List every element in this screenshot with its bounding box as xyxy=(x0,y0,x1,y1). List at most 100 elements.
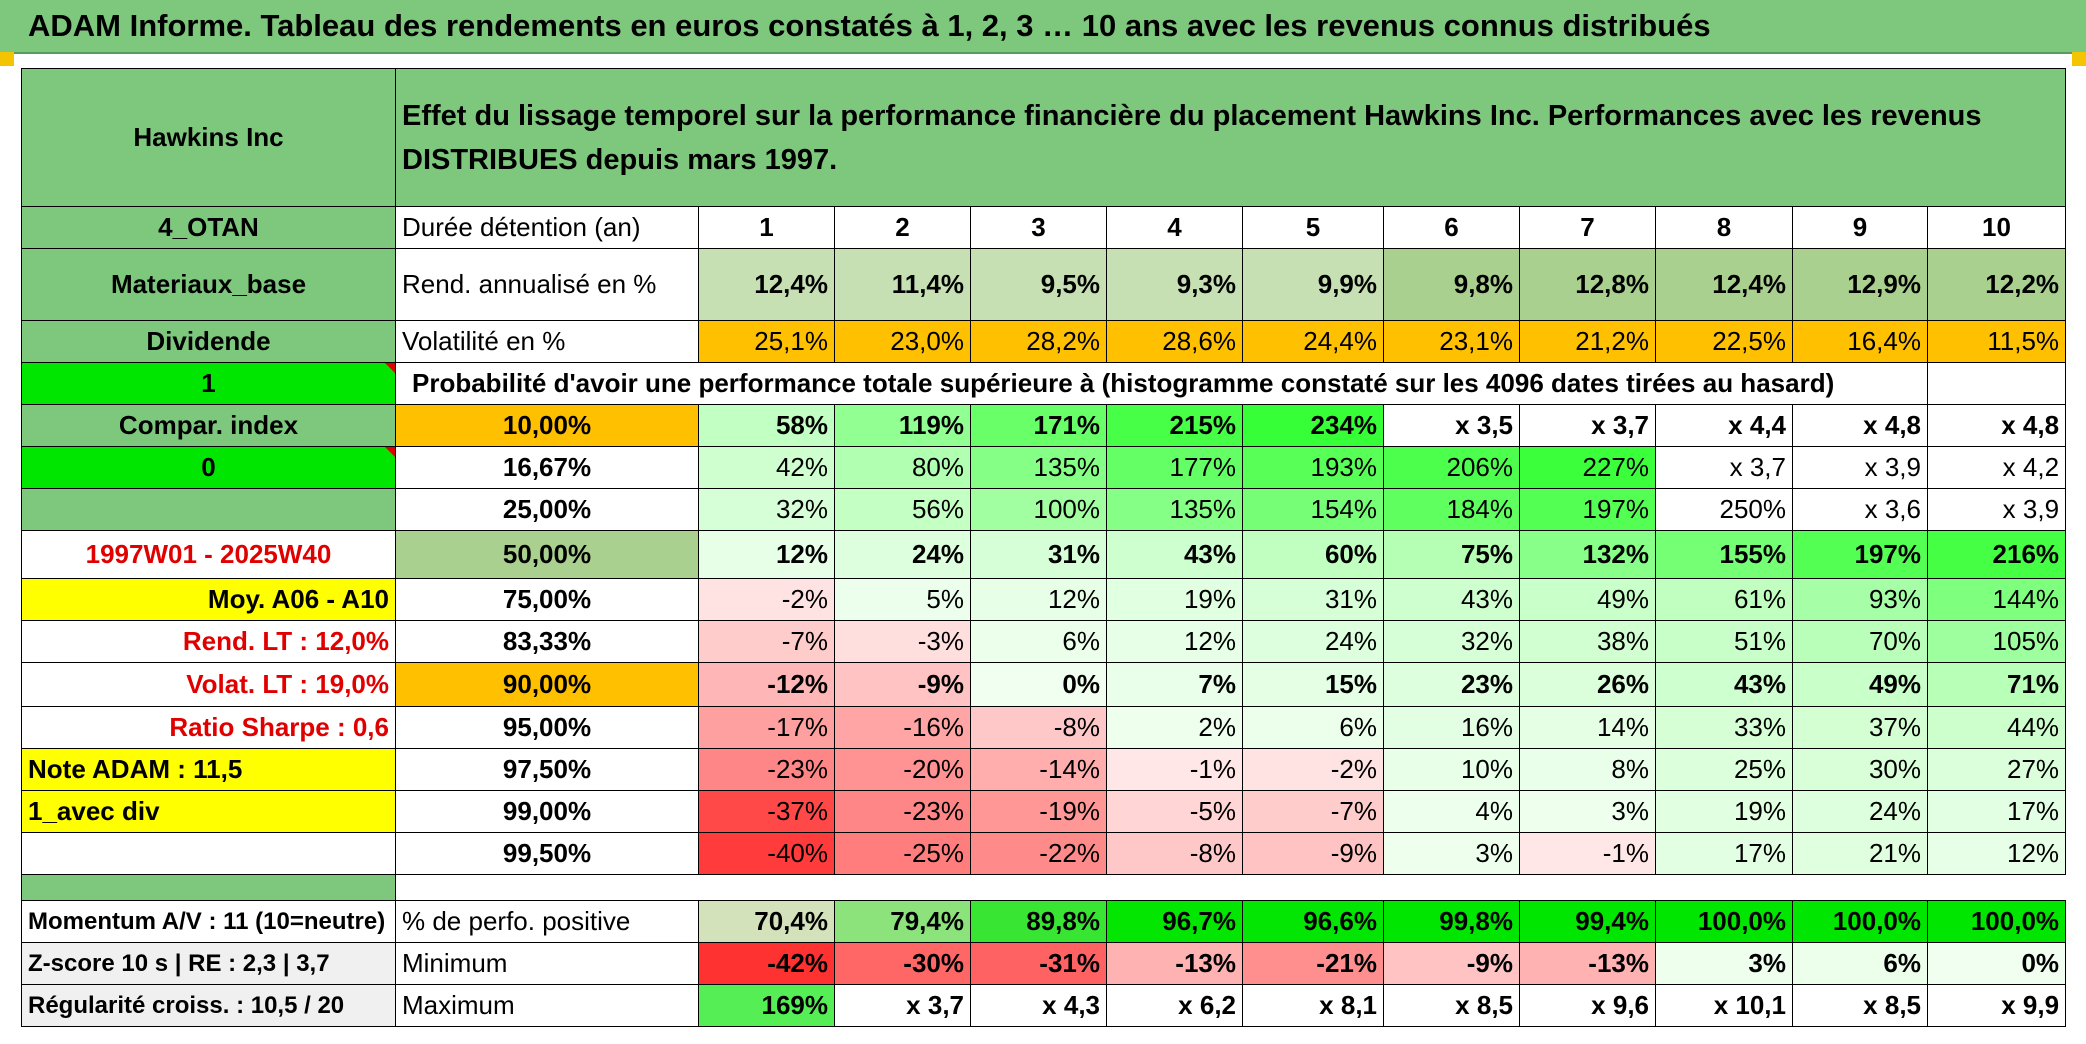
report-title: ADAM Informe. Tableau des rendements en … xyxy=(28,8,1711,43)
minimum-value: -9% xyxy=(1383,942,1520,985)
heatmap-cell: -25% xyxy=(834,832,971,875)
heatmap-cell: 16% xyxy=(1383,706,1520,749)
positive-value: 100,0% xyxy=(1926,900,2067,943)
minimum-row: Z-score 10 s | RE : 2,3 | 3,7 Minimum -42%… xyxy=(21,942,2067,985)
positive-value: 89,8% xyxy=(970,900,1107,943)
rend-value: 12,4% xyxy=(698,248,835,321)
heatmap-cell: 6% xyxy=(1242,706,1384,749)
heatmap-cell: -8% xyxy=(1106,832,1243,875)
percentile-value: 75,00% xyxy=(395,578,699,621)
maximum-label: Maximum xyxy=(395,984,699,1027)
proba-label: Probabilité d'avoir une performance tota… xyxy=(395,362,1928,405)
heatmap-cell: 93% xyxy=(1792,578,1928,621)
minimum-label: Minimum xyxy=(395,942,699,985)
percentile-row: 1_avec div 99,00% -37% -23% -19% -5% -7% 4% 3% 19… xyxy=(21,790,2067,833)
maximum-value: x 6,2 xyxy=(1106,984,1243,1027)
heatmap-cell: 32% xyxy=(698,488,835,531)
percentile-row: 99,50% -40% -25% -22% -8% -9% 3% -1% 17% 21% 12% xyxy=(21,832,2067,875)
minimum-value: 0% xyxy=(1926,942,2067,985)
heatmap-cell: 171% xyxy=(970,404,1107,447)
heatmap-cell: 155% xyxy=(1655,530,1793,579)
volat-lt-label: Volat. LT : 19,0% xyxy=(21,662,396,707)
heatmap-cell: 7% xyxy=(1106,662,1243,707)
heatmap-cell: 24% xyxy=(1792,790,1928,833)
minimum-value: -13% xyxy=(1106,942,1243,985)
dividend-label: Dividende xyxy=(21,320,396,363)
rend-value: 12,8% xyxy=(1519,248,1656,321)
rend-label: Rend. annualisé en % xyxy=(395,248,699,321)
volat-value: 23,1% xyxy=(1383,320,1520,363)
year-header: 8 xyxy=(1655,206,1793,249)
empty-label xyxy=(21,832,396,875)
minimum-value: 3% xyxy=(1655,942,1793,985)
heatmap-cell: 216% xyxy=(1926,530,2067,579)
spacer-cell xyxy=(395,874,2066,901)
spacer-row xyxy=(21,874,2066,901)
heatmap-cell: 6% xyxy=(970,620,1107,663)
positive-value: 96,6% xyxy=(1242,900,1384,943)
heatmap-cell: 75% xyxy=(1383,530,1520,579)
heatmap-cell: 14% xyxy=(1519,706,1656,749)
heatmap-cell: 17% xyxy=(1655,832,1793,875)
heatmap-cell: x 3,9 xyxy=(1792,446,1928,489)
rend-value: 9,8% xyxy=(1383,248,1520,321)
heatmap-cell: 25% xyxy=(1655,748,1793,791)
heatmap-cell: -7% xyxy=(698,620,835,663)
heatmap-cell: -37% xyxy=(698,790,835,833)
positive-value: 100,0% xyxy=(1655,900,1793,943)
volat-value: 25,1% xyxy=(698,320,835,363)
volat-value: 23,0% xyxy=(834,320,971,363)
percentile-value: 99,50% xyxy=(395,832,699,875)
heatmap-cell: 32% xyxy=(1383,620,1520,663)
rend-value: 12,4% xyxy=(1655,248,1793,321)
period-label: 1997W01 - 2025W40 xyxy=(21,530,396,579)
heatmap-cell: -5% xyxy=(1106,790,1243,833)
percentile-row: 0 16,67% 42% 80% 135% 177% 193% 206% 227% x 3,7 x … xyxy=(21,446,2067,489)
returns-table: Hawkins Inc Effet du lissage temporel su… xyxy=(21,68,2067,1027)
heatmap-cell: -19% xyxy=(970,790,1107,833)
minimum-value: -31% xyxy=(970,942,1107,985)
heatmap-cell: 119% xyxy=(834,404,971,447)
heatmap-cell: 105% xyxy=(1926,620,2067,663)
header-row: Hawkins Inc Effet du lissage temporel su… xyxy=(21,68,2067,207)
regularite-label: Régularité croiss. : 10,5 / 20 xyxy=(21,984,396,1027)
positive-value: 70,4% xyxy=(698,900,835,943)
heatmap-cell: 56% xyxy=(834,488,971,531)
moy-label: Moy. A06 - A10 xyxy=(21,578,396,621)
heatmap-cell: x 3,7 xyxy=(1519,404,1656,447)
heatmap-cell: 51% xyxy=(1655,620,1793,663)
heatmap-cell: 100% xyxy=(970,488,1107,531)
percentile-value: 95,00% xyxy=(395,706,699,749)
heatmap-cell: 8% xyxy=(1519,748,1656,791)
empty-label xyxy=(21,488,396,531)
volat-value: 11,5% xyxy=(1926,320,2067,363)
heatmap-cell: 0% xyxy=(970,662,1107,707)
minimum-value: -42% xyxy=(698,942,835,985)
heatmap-cell: 184% xyxy=(1383,488,1520,531)
avec-div-label: 1_avec div xyxy=(21,790,396,833)
flag-zero: 0 xyxy=(21,446,396,489)
volat-row: Dividende Volatilité en % 25,1% 23,0% 28,2% 2… xyxy=(21,320,2067,363)
momentum-label: Momentum A/V : 11 (10=neutre) xyxy=(21,900,396,943)
volat-label: Volatilité en % xyxy=(395,320,699,363)
heatmap-cell: 43% xyxy=(1383,578,1520,621)
heatmap-cell: 60% xyxy=(1242,530,1384,579)
volat-value: 22,5% xyxy=(1655,320,1793,363)
heatmap-cell: 2% xyxy=(1106,706,1243,749)
percentile-row: Ratio Sharpe : 0,6 95,00% -17% -16% -8% 2% 6% 1… xyxy=(21,706,2067,749)
year-header: 1 xyxy=(698,206,835,249)
heatmap-cell: 44% xyxy=(1926,706,2067,749)
compar-label: Compar. index xyxy=(21,404,396,447)
corner-accent xyxy=(2072,52,2086,66)
volat-value: 21,2% xyxy=(1519,320,1656,363)
sharpe-label: Ratio Sharpe : 0,6 xyxy=(21,706,396,749)
heatmap-cell: -9% xyxy=(834,662,971,707)
proba-header-row: 1 Probabilité d'avoir une performance tot… xyxy=(21,362,2067,405)
percentile-value: 16,67% xyxy=(395,446,699,489)
heatmap-cell: x 4,2 xyxy=(1926,446,2067,489)
heatmap-cell: 193% xyxy=(1242,446,1384,489)
heatmap-cell: 154% xyxy=(1242,488,1384,531)
heatmap-cell: x 3,6 xyxy=(1792,488,1928,531)
heatmap-cell: -9% xyxy=(1242,832,1384,875)
heatmap-cell: 135% xyxy=(1106,488,1243,531)
